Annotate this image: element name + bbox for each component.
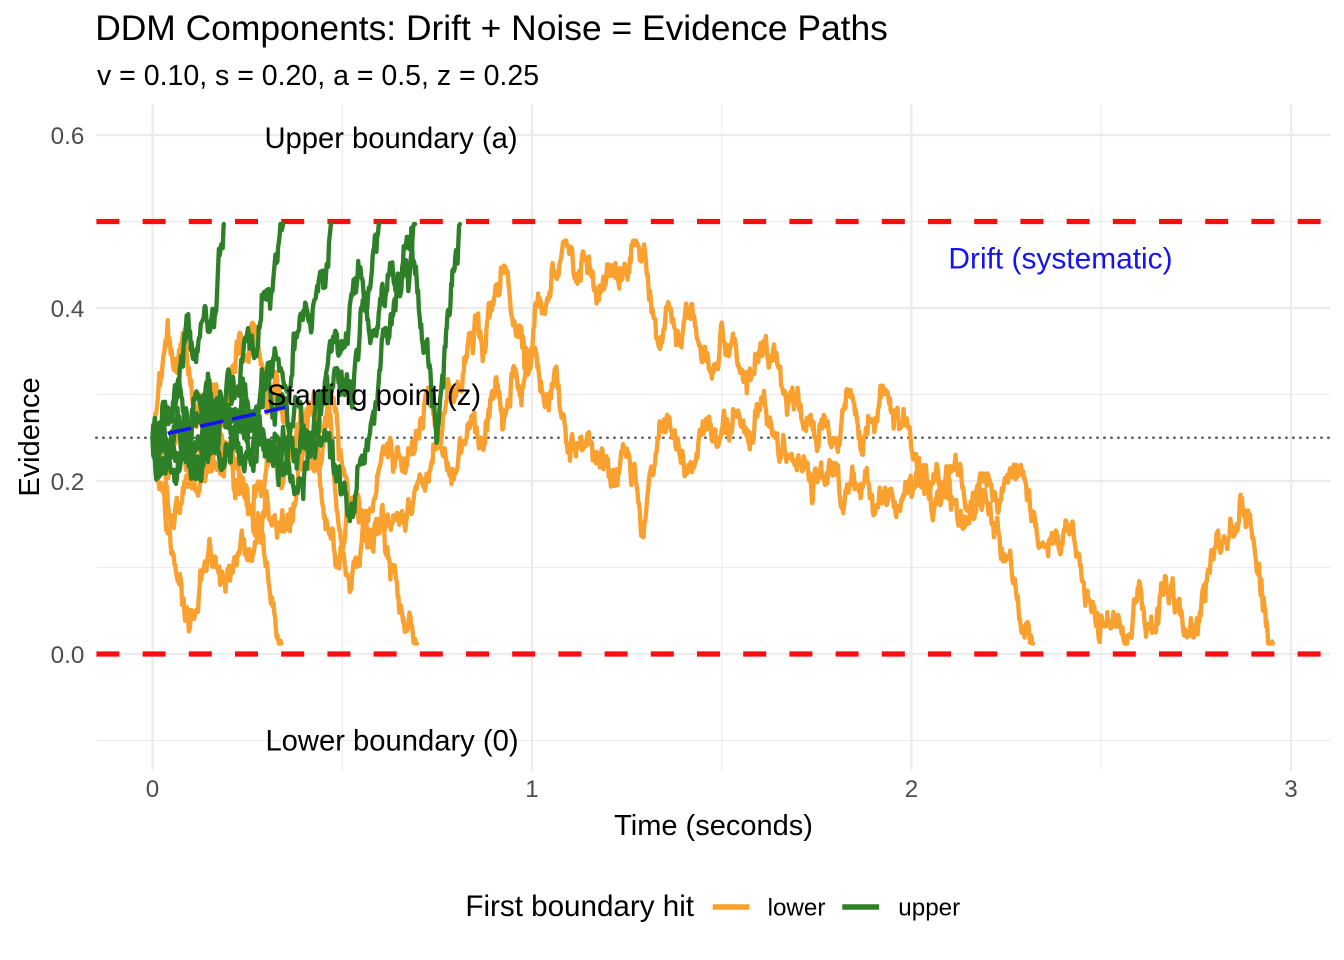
svg-text:Starting point (z): Starting point (z) — [267, 380, 481, 412]
svg-text:First boundary hit: First boundary hit — [465, 890, 694, 923]
svg-text:upper: upper — [898, 895, 960, 922]
svg-text:3: 3 — [1284, 776, 1297, 803]
svg-text:1: 1 — [525, 776, 538, 803]
svg-text:Upper boundary (a): Upper boundary (a) — [264, 123, 517, 155]
svg-text:lower: lower — [768, 895, 826, 922]
svg-text:0.0: 0.0 — [51, 642, 85, 669]
svg-text:0.4: 0.4 — [51, 296, 85, 323]
svg-text:v = 0.10, s = 0.20, a = 0.5, z: v = 0.10, s = 0.20, a = 0.5, z = 0.25 — [97, 60, 539, 92]
svg-text:2: 2 — [905, 776, 918, 803]
svg-text:Time (seconds): Time (seconds) — [614, 810, 813, 842]
svg-text:0: 0 — [146, 776, 159, 803]
svg-text:DDM Components: Drift + Noise: DDM Components: Drift + Noise = Evidence… — [95, 8, 888, 48]
svg-text:0.6: 0.6 — [51, 123, 85, 150]
svg-text:0.2: 0.2 — [51, 469, 85, 496]
svg-text:Lower boundary (0): Lower boundary (0) — [265, 726, 518, 758]
svg-text:Evidence: Evidence — [14, 377, 46, 496]
svg-text:Drift (systematic): Drift (systematic) — [948, 243, 1172, 276]
